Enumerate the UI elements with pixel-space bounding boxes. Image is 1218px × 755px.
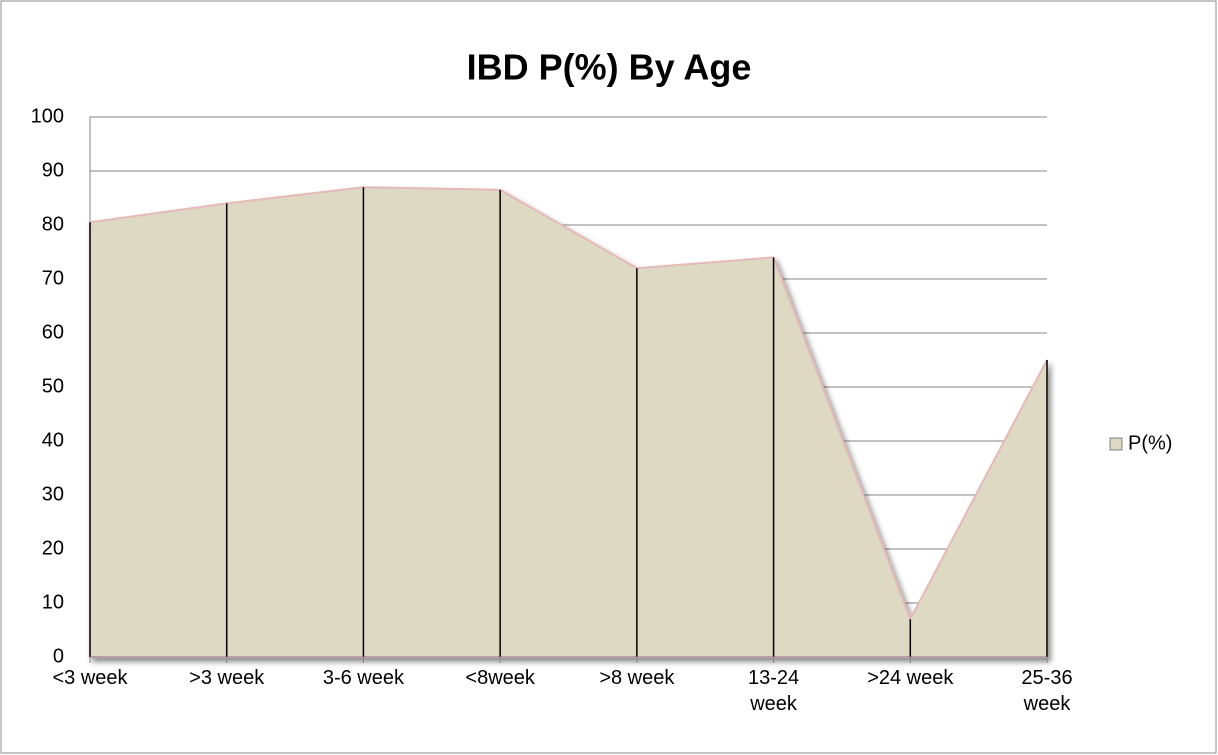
legend-label: P(%) bbox=[1128, 432, 1172, 454]
y-tick-label: 50 bbox=[42, 375, 64, 397]
y-tick-label: 70 bbox=[42, 267, 64, 289]
x-tick-label: 3-6 week bbox=[322, 667, 404, 689]
x-tick-label: 25-36 week bbox=[1021, 667, 1073, 715]
x-tick-label: >8 week bbox=[599, 667, 675, 689]
y-tick-label: 90 bbox=[42, 159, 64, 181]
legend-swatch bbox=[1109, 437, 1123, 451]
chart-title: IBD P(%) By Age bbox=[467, 47, 752, 88]
y-tick-label: 40 bbox=[42, 429, 64, 451]
y-tick-label: 100 bbox=[31, 105, 64, 127]
y-tick-label: 60 bbox=[42, 321, 64, 343]
y-tick-label: 20 bbox=[42, 537, 64, 559]
y-tick-label: 30 bbox=[42, 483, 64, 505]
x-tick-label: <3 week bbox=[52, 667, 128, 689]
x-tick-label: <8week bbox=[465, 667, 535, 689]
y-tick-label: 80 bbox=[42, 213, 64, 235]
x-tick-label: 13-24 week bbox=[747, 667, 800, 715]
y-tick-label: 0 bbox=[53, 645, 64, 667]
x-tick-label: >24 week bbox=[867, 667, 954, 689]
x-tick-label: >3 week bbox=[189, 667, 265, 689]
y-tick-label: 10 bbox=[42, 591, 64, 613]
